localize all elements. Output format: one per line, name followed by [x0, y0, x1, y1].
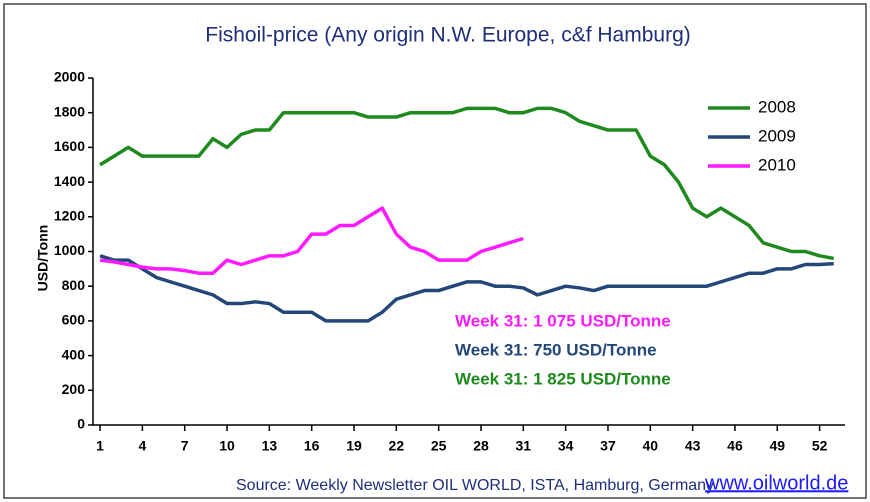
y-tick-label: 1200	[54, 208, 85, 224]
x-tick-label: 16	[304, 438, 320, 454]
legend-label: 2009	[758, 126, 796, 145]
series-line	[99, 254, 834, 323]
y-tick-label: 1800	[54, 103, 85, 119]
legend-label: 2008	[758, 97, 796, 116]
source: Source: Weekly Newsletter OIL WORLD, IST…	[236, 477, 714, 494]
x-tick-label: 25	[431, 438, 447, 454]
series-line	[99, 106, 835, 261]
x-tick-label: 10	[219, 438, 235, 454]
y-tick-label: 400	[62, 346, 86, 362]
x-tick-label: 46	[727, 438, 743, 454]
y-tick-label: 600	[62, 312, 86, 328]
link[interactable]: www.oilworld.de	[704, 472, 848, 494]
legend-label: 2010	[758, 155, 796, 174]
x-tick-label: 43	[685, 438, 701, 454]
x-tick-label: 22	[389, 438, 405, 454]
x-tick-label: 19	[346, 438, 362, 454]
x-tick-label: 7	[181, 438, 189, 454]
frame	[3, 3, 867, 499]
y-tick-label: 1600	[54, 138, 85, 154]
annotation: Week 31: 1 825 USD/Tonne	[455, 369, 671, 388]
annotation: Week 31: 750 USD/Tonne	[455, 340, 657, 359]
y-tick-label: 1000	[54, 242, 85, 258]
x-tick-label: 4	[138, 438, 146, 454]
x-tick-label: 40	[643, 438, 659, 454]
y-tick-label: 200	[62, 381, 86, 397]
y-axis-label: USD/Tonn	[35, 225, 51, 292]
y-tick-label: 1400	[54, 173, 85, 189]
y-tick-label: 800	[62, 277, 86, 293]
series-line	[99, 206, 524, 275]
x-tick-label: 31	[516, 438, 532, 454]
y-tick-label: 0	[77, 416, 85, 432]
x-tick-label: 52	[812, 438, 828, 454]
chart-title: Fishoil-price (Any origin N.W. Europe, c…	[205, 24, 691, 47]
x-tick-label: 13	[262, 438, 278, 454]
y-tick-label: 2000	[54, 69, 85, 85]
annotation: Week 31: 1 075 USD/Tonne	[455, 311, 671, 330]
x-tick-label: 1	[96, 438, 104, 454]
x-tick-label: 49	[769, 438, 785, 454]
x-tick-label: 28	[473, 438, 489, 454]
x-tick-label: 34	[558, 438, 574, 454]
x-tick-label: 37	[600, 438, 616, 454]
